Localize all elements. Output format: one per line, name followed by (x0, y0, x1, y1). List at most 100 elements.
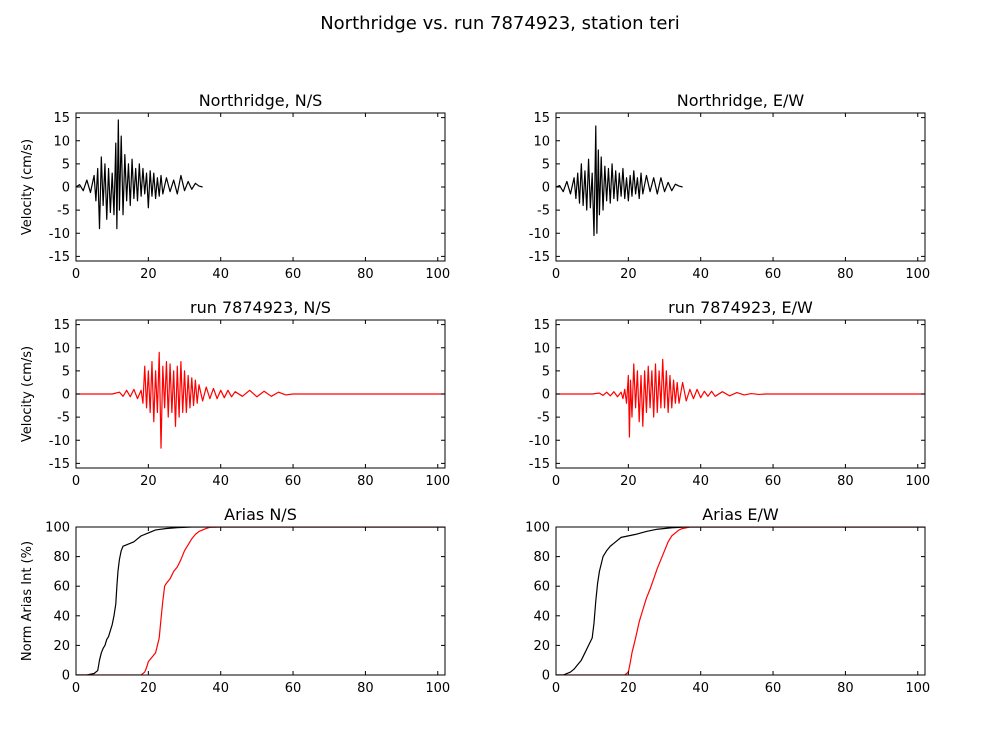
y-tick-label: -5 (57, 411, 70, 426)
y-tick-label: 80 (533, 550, 550, 565)
x-tick-label: 60 (285, 474, 302, 489)
x-tick-label: 100 (905, 267, 930, 282)
y-tick-label: 40 (53, 609, 70, 624)
x-tick-label: 80 (357, 681, 374, 696)
x-tick-label: 0 (72, 474, 80, 489)
y-tick-label: 10 (533, 134, 550, 149)
subplot-title: run 7874923, E/W (668, 298, 813, 317)
y-tick-label: -10 (49, 227, 70, 242)
x-tick-label: 60 (765, 474, 782, 489)
x-tick-label: 60 (285, 267, 302, 282)
y-tick-label: 10 (53, 341, 70, 356)
y-tick-label: 0 (542, 181, 550, 196)
x-tick-label: 80 (837, 681, 854, 696)
subplot-4: 0 20 40 60 80 100 -15 -10 -5 0 5 10 15 run 7874923, E… (529, 298, 930, 489)
series-line-1 (556, 527, 925, 675)
y-tick-label: -10 (49, 434, 70, 449)
y-tick-label: 0 (542, 669, 550, 684)
y-tick-label: -5 (537, 411, 550, 426)
y-tick-label: -5 (57, 204, 70, 219)
x-tick-label: 40 (212, 681, 229, 696)
y-tick-label: 5 (542, 364, 550, 379)
subplot-title: run 7874923, N/S (190, 298, 331, 317)
x-tick-label: 80 (357, 267, 374, 282)
y-tick-label: 60 (53, 580, 70, 595)
y-tick-label: 0 (542, 388, 550, 403)
series-line-2 (556, 527, 925, 675)
y-tick-label: 5 (62, 157, 70, 172)
y-tick-label: 100 (525, 521, 550, 536)
y-tick-label: 100 (45, 521, 70, 536)
subplot-title: Arias N/S (224, 505, 297, 524)
subplot-3: 0 20 40 60 80 100 -15 -10 -5 0 5 10 15 run 7874923, N… (20, 298, 450, 489)
x-tick-label: 100 (905, 474, 930, 489)
x-tick-label: 100 (425, 474, 450, 489)
x-tick-label: 100 (425, 267, 450, 282)
x-tick-label: 80 (837, 267, 854, 282)
x-tick-label: 0 (552, 681, 560, 696)
x-tick-label: 60 (765, 681, 782, 696)
x-tick-label: 60 (765, 267, 782, 282)
y-tick-label: 20 (533, 639, 550, 654)
y-tick-label: 0 (62, 181, 70, 196)
x-tick-label: 0 (72, 267, 80, 282)
series-line-1 (556, 125, 683, 237)
subplot-2: 0 20 40 60 80 100 -15 -10 -5 0 5 10 15 Northridge, E/… (529, 91, 930, 282)
x-tick-label: 80 (357, 474, 374, 489)
y-tick-label: -15 (529, 457, 550, 472)
y-tick-label: -15 (49, 250, 70, 265)
y-tick-label: 5 (542, 157, 550, 172)
y-tick-label: 60 (533, 580, 550, 595)
x-tick-label: 20 (620, 267, 637, 282)
x-tick-label: 20 (140, 681, 157, 696)
y-axis-label: Velocity (cm/s) (20, 139, 35, 235)
y-tick-label: 15 (533, 111, 550, 126)
y-tick-label: 10 (533, 341, 550, 356)
subplot-title: Northridge, N/S (199, 91, 323, 110)
series-line-1 (76, 119, 203, 230)
x-tick-label: 40 (212, 474, 229, 489)
subplot-5: 0 20 40 60 80 100 0 20 40 60 80 100 Arias N/S Norm Ar… (20, 505, 450, 696)
y-tick-label: 10 (53, 134, 70, 149)
x-tick-label: 0 (552, 267, 560, 282)
axes-frame (75, 526, 446, 676)
x-tick-label: 20 (620, 474, 637, 489)
x-tick-label: 100 (905, 681, 930, 696)
y-tick-label: -10 (529, 434, 550, 449)
x-tick-label: 60 (285, 681, 302, 696)
axes-frame (555, 526, 926, 676)
series-line-1 (76, 351, 445, 449)
y-axis-label: Velocity (cm/s) (20, 346, 35, 442)
y-tick-label: 15 (53, 111, 70, 126)
y-tick-label: 0 (62, 388, 70, 403)
subplot-1: 0 20 40 60 80 100 -15 -10 -5 0 5 10 15 Northridge, N/… (20, 91, 450, 282)
x-tick-label: 40 (692, 681, 709, 696)
y-tick-label: -15 (49, 457, 70, 472)
y-tick-label: 20 (53, 639, 70, 654)
y-tick-label: 40 (533, 609, 550, 624)
y-tick-label: 15 (533, 318, 550, 333)
y-tick-label: 5 (62, 364, 70, 379)
y-tick-label: -5 (537, 204, 550, 219)
subplot-6: 0 20 40 60 80 100 0 20 40 60 80 100 Arias E/W (525, 505, 930, 696)
y-tick-label: 0 (62, 669, 70, 684)
x-tick-label: 40 (692, 474, 709, 489)
y-tick-label: -15 (529, 250, 550, 265)
x-tick-label: 100 (425, 681, 450, 696)
series-line-2 (76, 527, 445, 675)
series-line-1 (76, 527, 445, 675)
y-axis-label: Norm Arias Int (%) (20, 541, 35, 661)
y-tick-label: 15 (53, 318, 70, 333)
x-tick-label: 0 (72, 681, 80, 696)
subplot-title: Northridge, E/W (677, 91, 805, 110)
series-line-1 (556, 358, 925, 438)
x-tick-label: 80 (837, 474, 854, 489)
x-tick-label: 20 (140, 474, 157, 489)
x-tick-label: 0 (552, 474, 560, 489)
figure-suptitle: Northridge vs. run 7874923, station teri (320, 13, 680, 34)
x-tick-label: 40 (692, 267, 709, 282)
y-tick-label: 80 (53, 550, 70, 565)
x-tick-label: 40 (212, 267, 229, 282)
subplot-title: Arias E/W (702, 505, 779, 524)
